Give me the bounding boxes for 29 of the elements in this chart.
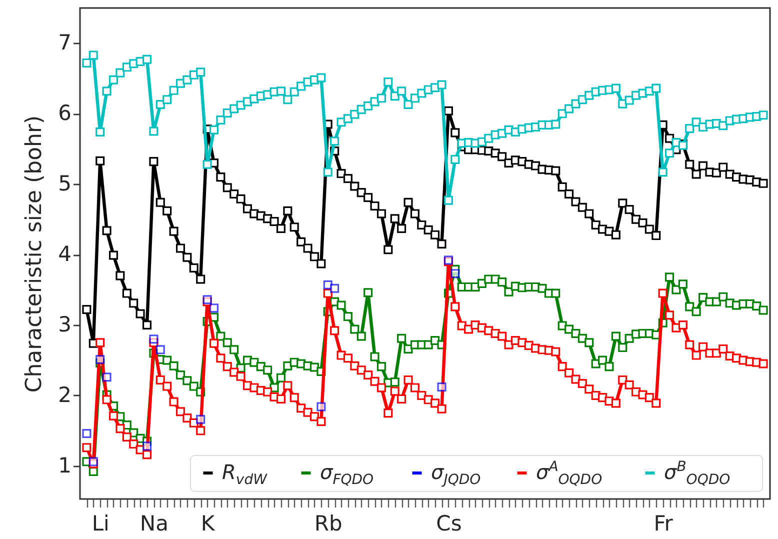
- point: [196, 414, 206, 424]
- point: [209, 304, 218, 313]
- legend-label: R$_{vdW}$: [222, 460, 268, 488]
- x-tick-label: Fr: [654, 512, 674, 536]
- y-tick-label: 1: [58, 453, 72, 478]
- legend-label: σ$_{FQDO}$: [320, 460, 374, 488]
- y-tick-label: 5: [58, 172, 72, 196]
- x-tick-label: Rb: [314, 512, 342, 536]
- x-tick-label: Cs: [436, 512, 462, 536]
- point: [82, 428, 92, 438]
- point: [316, 402, 326, 412]
- point: [330, 284, 340, 293]
- point: [450, 269, 460, 278]
- point: [96, 355, 105, 364]
- y-tick-label: 7: [58, 30, 72, 55]
- point: [437, 382, 446, 392]
- point: [142, 442, 152, 451]
- y-axis-title: Characteristic size (bohr): [22, 115, 48, 393]
- y-tick-label: 6: [58, 101, 72, 126]
- point: [149, 334, 158, 344]
- y-tick-label: 2: [58, 382, 72, 407]
- y-tick-label: 4: [58, 242, 72, 266]
- x-tick-label: Li: [92, 512, 110, 536]
- legend-label: σ$_{JQDO}$: [431, 460, 481, 488]
- y-tick-label: 3: [58, 312, 72, 336]
- point: [156, 345, 165, 354]
- x-tick-label: K: [200, 512, 216, 536]
- x-tick-label: Na: [140, 512, 168, 536]
- point: [102, 372, 112, 382]
